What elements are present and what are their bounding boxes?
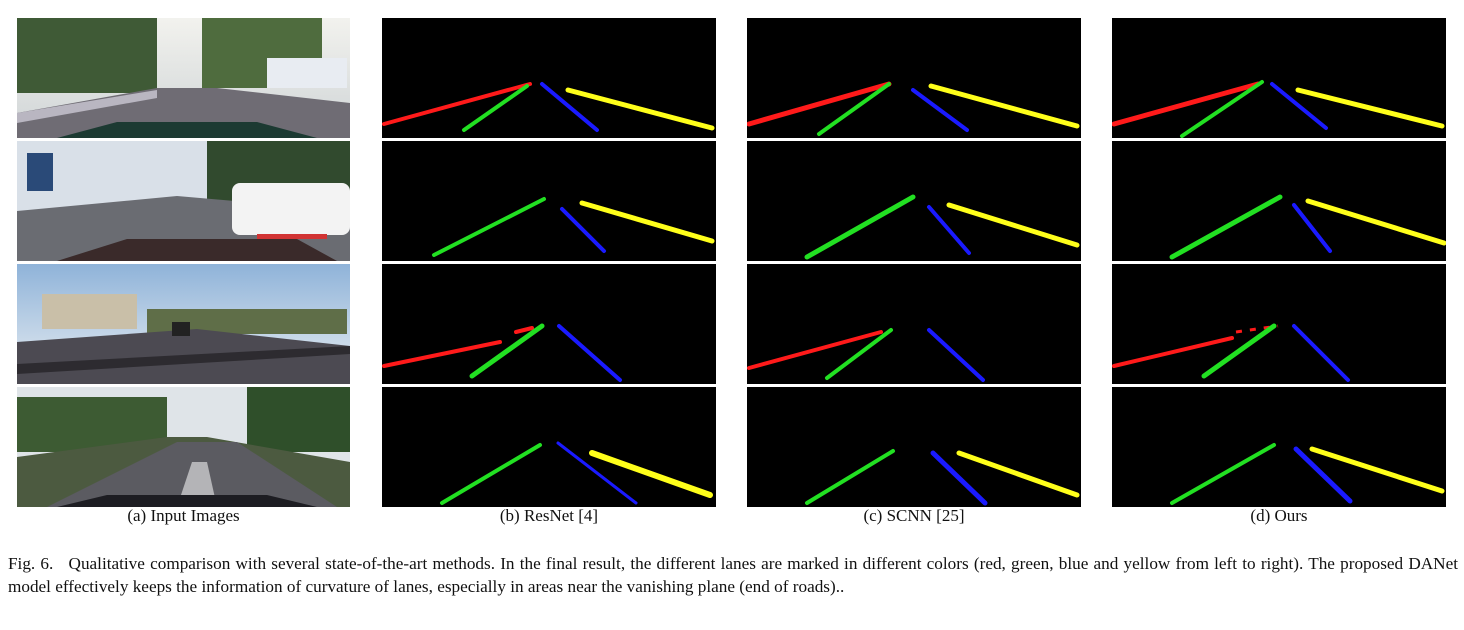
- figure-caption-text: Qualitative comparison with several stat…: [8, 554, 1458, 596]
- input-image-3: [17, 264, 350, 384]
- ours-result-1: [1112, 18, 1446, 138]
- resnet-result-3: [382, 264, 716, 384]
- resnet-result-2: [382, 141, 716, 261]
- scnn-result-1: [747, 18, 1081, 138]
- figure-caption: Fig. 6. Qualitative comparison with seve…: [8, 552, 1458, 598]
- column-label-resnet: (b) ResNet [4]: [499, 506, 599, 525]
- input-image-4: [17, 387, 350, 507]
- resnet-result-4: [382, 387, 716, 507]
- ours-result-4: [1112, 387, 1446, 507]
- column-label-ours: (d) Ours: [1250, 506, 1308, 525]
- ours-result-3: [1112, 264, 1446, 384]
- scnn-result-2: [747, 141, 1081, 261]
- scnn-result-4: [747, 387, 1081, 507]
- figure-number: Fig. 6.: [8, 554, 54, 573]
- column-label-scnn: (c) SCNN [25]: [863, 506, 965, 525]
- scnn-result-3: [747, 264, 1081, 384]
- resnet-result-1: [382, 18, 716, 138]
- input-image-2: [17, 141, 350, 261]
- input-image-1: [17, 18, 350, 138]
- ours-result-2: [1112, 141, 1446, 261]
- column-label-input-images: (a) Input Images: [127, 506, 240, 525]
